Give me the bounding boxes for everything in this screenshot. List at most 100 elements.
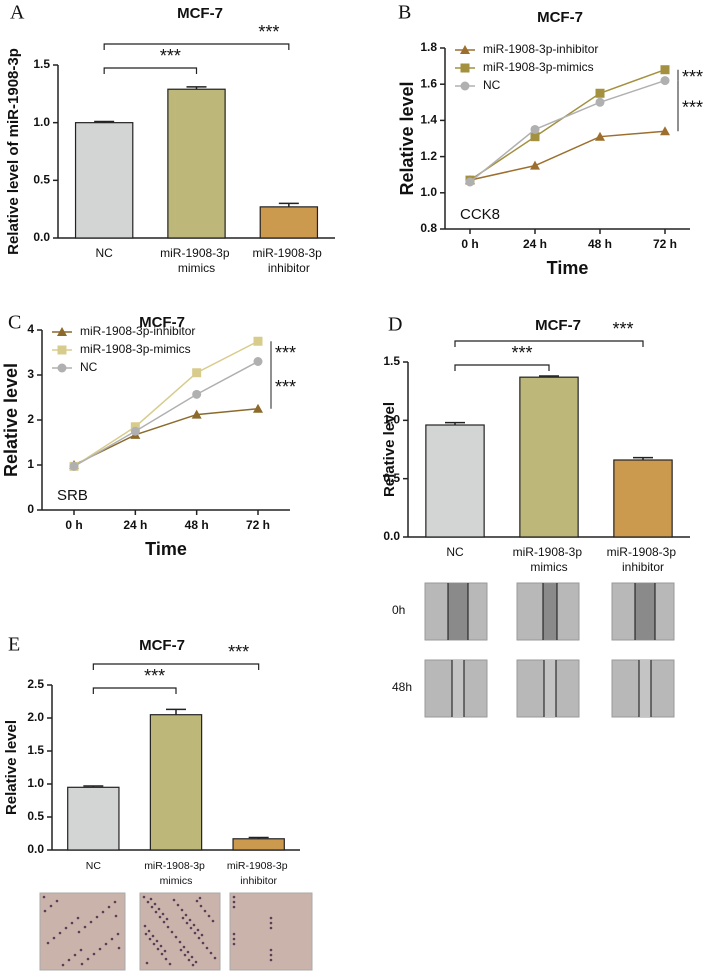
series-line: [469, 69, 666, 181]
wound-gap: [639, 660, 651, 717]
cell-dot: [86, 957, 90, 961]
transwell-image: [139, 892, 221, 971]
cell-dot: [189, 926, 193, 930]
chart-title: MCF-7: [177, 5, 223, 22]
cell-dot: [194, 960, 198, 964]
x-tick-label: 0 h: [461, 237, 478, 251]
bar: [425, 424, 485, 538]
cell-dot: [211, 919, 215, 923]
legend-marker: [460, 63, 470, 73]
cell-dot: [183, 953, 187, 957]
cell-dot: [89, 920, 93, 924]
data-point: [465, 177, 475, 187]
y-tick-label: 1.0: [27, 776, 44, 790]
cell-dot: [155, 939, 159, 943]
image-row-label: 0h: [392, 603, 405, 617]
panel-letter: C: [8, 312, 21, 334]
cell-dot: [213, 956, 217, 960]
label-line: inhibitor: [240, 875, 277, 887]
error-bar: [633, 456, 653, 460]
label-line: miR-1908-3p: [252, 246, 325, 260]
y-tick-label: 1.0: [383, 413, 400, 427]
cell-dot: [170, 930, 174, 934]
cell-dot: [67, 958, 71, 962]
series-line: [469, 79, 666, 183]
y-tick-label: 0.8: [420, 221, 437, 235]
y-tick-label: 4: [27, 322, 34, 336]
y-tick-label: 1.5: [383, 354, 400, 368]
y-tick-label: 0.5: [27, 809, 44, 823]
legend-marker: [57, 327, 67, 336]
cell-dot: [269, 926, 273, 930]
cell-dot: [269, 921, 273, 925]
cell-dot: [232, 937, 236, 941]
cell-dot: [152, 942, 156, 946]
cell-dot: [114, 914, 118, 918]
wound-gap: [635, 583, 655, 640]
significance-bracket: [454, 340, 644, 347]
cell-dot: [180, 908, 184, 912]
x-tick-label: miR-1908-3p inhibitor: [227, 860, 291, 887]
cell-dot: [179, 948, 183, 952]
annotation: CCK8: [460, 206, 500, 223]
cell-dot: [116, 932, 120, 936]
wound-edge: [451, 660, 465, 717]
error-bar: [186, 86, 207, 90]
wound-gap: [452, 660, 464, 717]
cell-dot: [73, 953, 77, 957]
cell-dot: [104, 942, 108, 946]
series-line: [73, 360, 259, 468]
significance-label: ***: [511, 343, 532, 363]
cell-dot: [174, 935, 178, 939]
chart-title: MCF-7: [535, 317, 581, 334]
cell-dot: [182, 945, 186, 949]
error-bar: [539, 375, 559, 378]
cell-dot: [188, 918, 192, 922]
cell-dot: [200, 933, 204, 937]
y-tick-label: 2: [27, 412, 34, 426]
cell-dot: [70, 921, 74, 925]
wound-edge: [543, 660, 557, 717]
label-line: miR-1908-3p: [144, 860, 208, 872]
bar: [613, 459, 673, 538]
cell-dot: [178, 940, 182, 944]
label-line: miR-1908-3p: [513, 545, 586, 559]
cell-dot: [159, 944, 163, 948]
cell-dot: [92, 952, 96, 956]
significance-bracket: [454, 364, 550, 371]
cell-dot: [232, 895, 236, 899]
cell-dot: [79, 948, 83, 952]
cell-dot: [232, 900, 236, 904]
legend-marker: [460, 45, 470, 54]
x-tick-label: NC: [446, 545, 464, 559]
y-tick-label: 1.8: [420, 40, 437, 54]
legend-label: NC: [483, 78, 501, 92]
cell-dot: [149, 897, 153, 901]
data-point: [253, 357, 263, 366]
cell-dot: [201, 941, 205, 945]
cell-dot: [209, 951, 213, 955]
data-point: [530, 132, 540, 142]
y-tick-label: 1.0: [420, 185, 437, 199]
chart-title: MCF-7: [139, 637, 185, 654]
wound-edge: [634, 583, 656, 640]
error-bar: [94, 120, 115, 123]
cell-dot: [166, 925, 170, 929]
cell-dot: [192, 923, 196, 927]
cell-dot: [151, 934, 155, 938]
cell-dot: [156, 947, 160, 951]
y-axis-label: Relative level: [381, 402, 398, 497]
y-tick-label: 1.5: [33, 57, 50, 71]
label-line: miR-1908-3p: [607, 545, 680, 559]
cell-dot: [110, 937, 114, 941]
x-tick-label: 48 h: [185, 518, 209, 532]
cell-dot: [164, 957, 168, 961]
y-tick-label: 2.5: [27, 677, 44, 691]
cell-dot: [49, 904, 53, 908]
significance-bracket: [92, 687, 177, 694]
data-point: [660, 126, 670, 136]
significance-label: ***: [682, 67, 703, 87]
cell-dot: [146, 900, 150, 904]
y-tick-label: 0.0: [383, 529, 400, 543]
cell-dot: [269, 948, 273, 952]
